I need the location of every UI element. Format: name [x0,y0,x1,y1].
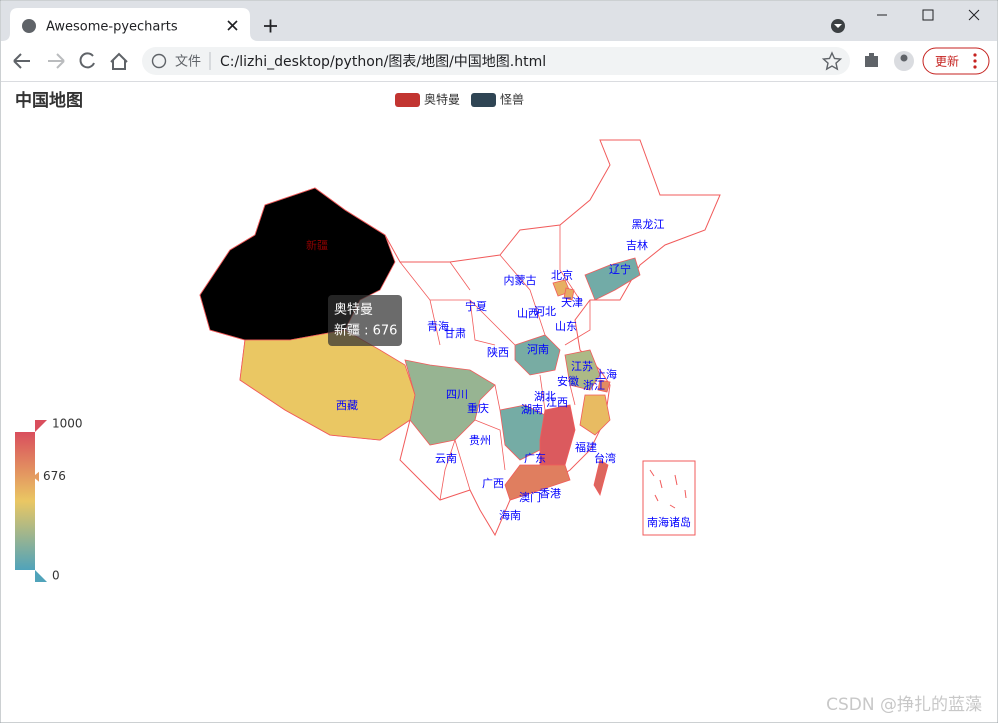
region-label: 山西 [517,307,539,320]
region-label: 甘肃 [444,327,466,340]
region-label: 澳门 [519,490,541,504]
close-window[interactable] [968,9,980,21]
visual-map-bar [15,432,35,570]
region-label: 台湾 [594,451,616,465]
region [404,359,496,446]
url: C:/lizhi_desktop/python/图表/地图/中国地图.html [220,54,546,70]
region-label: 青海 [427,319,449,333]
region-label: 河北 [534,305,556,318]
maximize[interactable] [922,9,934,21]
region-label: 新疆 [306,238,328,252]
tooltip-title: 奥特曼 [334,303,373,318]
south-sea-inset [642,460,696,536]
address-bar[interactable] [142,47,850,75]
region-label: 海南 [499,508,521,522]
region-label: 吉林 [626,238,648,252]
visual-map-handle-bottom [35,570,47,582]
region-label: 内蒙古 [504,273,537,287]
region-label: 陕西 [487,345,509,359]
region-label: 西藏 [336,399,358,412]
region-label: 安徽 [557,374,579,388]
visual-map-indicator-label: 676 [43,469,66,483]
new-tab[interactable] [264,19,277,33]
tab-title: Awesome-pyecharts [46,20,178,35]
region-label: 福建 [575,440,597,454]
site-info[interactable] [151,53,167,69]
visual-map-handle-top [35,420,47,432]
region-label: 云南 [435,452,457,465]
region-label: 江苏 [571,360,593,373]
tab[interactable] [2,8,258,41]
region [504,464,571,501]
region-label: 广东 [524,452,546,465]
region [597,379,611,393]
region-label: 广西 [482,477,504,490]
region-label: 湖南 [521,403,543,416]
legend-swatch [395,93,420,107]
chart-title: 中国地图 [15,90,83,111]
south-sea-islands [649,469,687,509]
visual-map-min: 0 [52,569,60,583]
legend-label: 奥特曼 [424,92,460,107]
region-label: 黑龙江 [632,218,665,231]
region-label: 上海 [595,367,617,381]
region-label: 重庆 [467,401,489,415]
profile-menu-arrow [834,24,842,28]
back[interactable] [13,53,30,69]
region-label: 南海诸岛 [647,515,691,529]
extensions[interactable] [865,53,878,67]
reload[interactable] [79,52,95,69]
region-label: 香港 [539,487,561,500]
home[interactable] [110,52,128,70]
legend-label: 怪兽 [500,93,524,107]
profile-head [900,54,908,62]
tooltip [328,295,402,346]
region-label: 北京 [551,268,573,282]
region [564,349,601,391]
region-label: 江西 [546,396,568,409]
update-button[interactable] [922,47,990,75]
region-label: 山东 [555,320,577,333]
region-label: 贵州 [469,434,491,447]
visual-map-max: 1000 [52,417,83,431]
region-label: 四川 [446,388,468,401]
region-label: 辽宁 [609,262,631,276]
menu-dot [973,65,977,69]
forward[interactable] [48,53,65,69]
region-label: 湖北 [534,390,556,403]
region [593,459,609,497]
region-label: 天津 [561,296,583,309]
tab-close[interactable] [227,20,238,31]
watermark: CSDN @挣扎的蓝藻 [826,695,982,715]
menu-dot [973,59,977,63]
region [579,394,611,436]
update-label: 更新 [935,54,959,69]
menu-dot [973,53,977,57]
region-label: 浙江 [583,379,605,392]
legend-swatch [471,93,496,107]
tab-icon [22,19,36,33]
bookmark[interactable] [821,51,843,71]
address-prefix: 文件 [175,55,201,70]
visual-map-indicator [33,471,39,482]
region [563,287,575,301]
region-label: 河南 [527,343,549,356]
region [584,257,641,301]
region [514,334,561,376]
province-borders [399,225,591,501]
region-label: 宁夏 [465,299,487,313]
tooltip-line: 新疆 : 676 [334,323,397,339]
